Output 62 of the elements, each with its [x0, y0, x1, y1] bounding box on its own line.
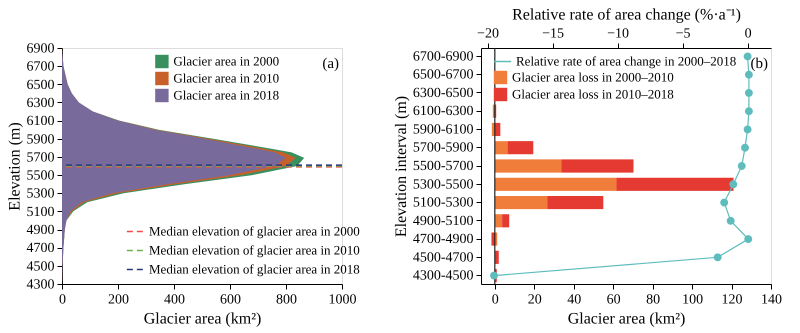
- y-axis-title: Elevation interval (m): [392, 96, 410, 238]
- y-tick-label: 4300: [26, 278, 54, 292]
- x2-axis-title: Relative rate of area change (%·a⁻¹): [512, 6, 741, 24]
- x-tick-label: 140: [761, 292, 782, 308]
- y-tick-label: 6100: [26, 114, 54, 130]
- y-tick-label: 6500-6700: [412, 68, 474, 83]
- x2-tick-label: −5: [676, 26, 691, 42]
- legend-label: Glacier area in 2000: [173, 54, 280, 68]
- y-tick-label: 5100-5300: [412, 196, 474, 211]
- y-tick-label: 6900: [26, 42, 54, 56]
- legend-label: Median elevation of glacier area in 2010: [149, 242, 360, 258]
- legend-label: Median elevation of glacier area in 2018: [149, 262, 360, 276]
- y-tick-label: 5300: [26, 186, 54, 202]
- y-tick-label: 4500-4700: [412, 250, 474, 266]
- y-tick-label: 4500: [26, 259, 54, 274]
- y-tick-label: 5500: [26, 168, 54, 184]
- x-tick-label: 40: [567, 292, 582, 308]
- y-tick-label: 4700-4900: [412, 232, 474, 248]
- x-tick-label: 100: [682, 292, 704, 308]
- x-tick-label: 400: [164, 292, 185, 308]
- y-tick-label: 6300: [26, 96, 54, 111]
- y-tick-label: 5500-5700: [412, 159, 474, 174]
- x-tick-label: 200: [108, 292, 129, 308]
- x-axis-title: Glacier area (km²): [144, 310, 262, 328]
- y-axis-title: Elevation (m): [6, 122, 24, 211]
- legend-label: Glacier area loss in 2010–2018: [512, 86, 674, 102]
- legend-label: Median elevation of glacier area in 2000: [149, 224, 360, 238]
- x-tick-label: 0: [492, 292, 499, 308]
- y-tick-label: 5300-5500: [412, 177, 474, 192]
- x-tick-label: 60: [606, 292, 621, 308]
- y-tick-label: 6700-6900: [412, 49, 474, 64]
- x2-tick-label: −20: [477, 26, 499, 42]
- x-axis-title: Glacier area (km²): [568, 310, 686, 328]
- x-tick-label: 20: [528, 292, 542, 308]
- x2-tick-label: −15: [542, 26, 564, 42]
- x-tick-label: 1000: [328, 292, 356, 308]
- x-tick-label: 0: [59, 292, 66, 308]
- x-tick-label: 800: [276, 292, 297, 308]
- y-tick-label: 4300-4500: [412, 268, 474, 284]
- y-tick-label: 5100: [26, 204, 54, 220]
- legend-label: Glacier area loss in 2000–2010: [512, 70, 674, 84]
- annotation: (b): [750, 56, 768, 72]
- y-tick-label: 5700-5900: [412, 140, 474, 156]
- legend-label: Glacier area in 2010: [173, 70, 280, 86]
- y-tick-label: 6300-6500: [412, 86, 474, 101]
- annotation: (a): [322, 56, 339, 72]
- x-tick-label: 600: [220, 292, 241, 308]
- y-tick-label: 6100-6300: [412, 104, 474, 120]
- x-tick-label: 120: [722, 292, 743, 308]
- x-tick-label: 80: [646, 292, 660, 308]
- y-tick-label: 6500: [26, 78, 54, 93]
- y-tick-label: 5700: [26, 150, 54, 166]
- legend-label: Relative rate of area change in 2000–2018: [516, 54, 736, 68]
- x2-tick-label: 0: [744, 26, 752, 42]
- y-tick-label: 4900: [26, 223, 54, 238]
- legend-label: Glacier area in 2018: [173, 88, 280, 102]
- y-tick-label: 5900: [26, 132, 54, 148]
- y-tick-label: 5900-6100: [412, 122, 474, 138]
- y-tick-label: 4700: [26, 241, 54, 256]
- y-tick-label: 4900-5100: [412, 214, 474, 229]
- y-tick-label: 6700: [26, 60, 54, 75]
- x2-tick-label: −10: [607, 26, 629, 42]
